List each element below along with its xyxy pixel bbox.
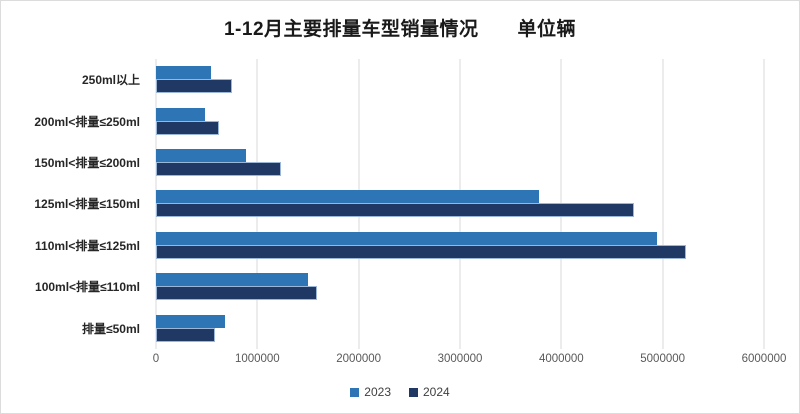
bar-group bbox=[156, 225, 764, 266]
y-axis-labels: 250ml以上 200ml<排量≤250ml 150ml<排量≤200ml 125ml… bbox=[1, 59, 148, 349]
bar-2024 bbox=[156, 286, 318, 301]
bar-2024 bbox=[156, 244, 686, 259]
bar-2024 bbox=[156, 79, 232, 94]
bar-2023 bbox=[156, 66, 211, 80]
x-axis-tick-label: 1000000 bbox=[234, 353, 280, 365]
bar-2023 bbox=[156, 149, 247, 163]
bar-2023 bbox=[156, 107, 205, 121]
chart-title: 1-12月主要排量车型销量情况 单位辆 bbox=[223, 19, 577, 40]
bar-2023 bbox=[156, 231, 657, 245]
y-axis-category-label: 125ml<排量≤150ml bbox=[34, 197, 140, 212]
gridline bbox=[662, 59, 664, 349]
bar-2024 bbox=[156, 120, 219, 135]
x-axis-tick-label: 6000000 bbox=[741, 353, 787, 365]
bar-2023 bbox=[156, 314, 225, 328]
y-axis-category-label: 200ml<排量≤250ml bbox=[34, 114, 140, 129]
legend-item-2024: 2024 bbox=[409, 385, 450, 399]
y-axis-category-label: 100ml<排量≤110ml bbox=[35, 280, 140, 295]
bar-group bbox=[156, 266, 764, 307]
legend-label: 2024 bbox=[423, 385, 450, 399]
bar-group bbox=[156, 142, 764, 183]
y-axis-category-label: 110ml<排量≤125ml bbox=[35, 238, 140, 253]
legend-swatch-icon bbox=[350, 387, 360, 397]
x-axis-tick-label: 0 bbox=[152, 353, 160, 365]
bar-group bbox=[156, 183, 764, 224]
legend-item-2023: 2023 bbox=[350, 385, 391, 399]
plot-area bbox=[155, 59, 765, 349]
x-axis-tick-label: 3000000 bbox=[437, 353, 483, 365]
y-axis-category-label: 150ml<排量≤200ml bbox=[34, 156, 140, 171]
bar-group bbox=[156, 100, 764, 141]
bar-2024 bbox=[156, 327, 215, 342]
bar-2024 bbox=[156, 162, 281, 177]
legend-swatch-icon bbox=[409, 387, 418, 397]
bar-2023 bbox=[156, 273, 308, 287]
bar-group bbox=[156, 59, 764, 100]
bar-2024 bbox=[156, 203, 635, 218]
legend: 2023 2024 bbox=[1, 385, 799, 399]
bar-2023 bbox=[156, 190, 540, 204]
y-axis-category-label: 排量≤50ml bbox=[82, 321, 140, 336]
x-axis-tick-label: 4000000 bbox=[538, 353, 584, 365]
gridline bbox=[763, 59, 765, 349]
x-axis: 0 1000000 2000000 3000000 4000000 5000000 6000… bbox=[152, 353, 787, 369]
y-axis-category-label: 250ml以上 bbox=[81, 73, 140, 88]
bar-group bbox=[156, 308, 764, 349]
x-axis-tick-label: 2000000 bbox=[336, 353, 382, 365]
x-axis-tick-label: 5000000 bbox=[640, 353, 686, 365]
legend-label: 2023 bbox=[364, 385, 391, 399]
